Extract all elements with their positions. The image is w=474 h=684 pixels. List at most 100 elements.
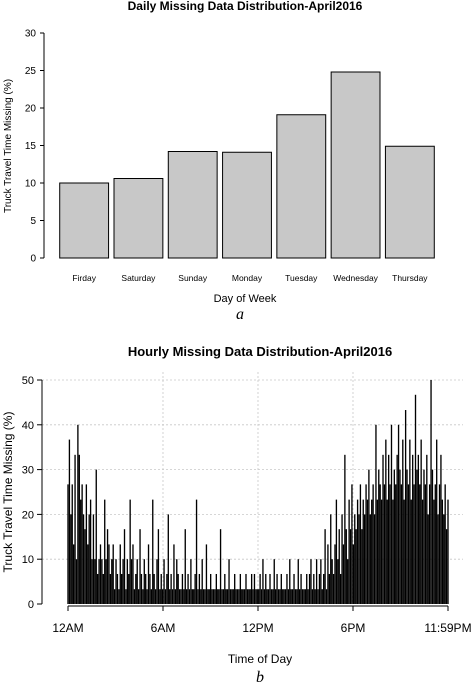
chart-b-bar xyxy=(208,589,210,604)
chart-b-bar xyxy=(282,589,284,604)
chart-a-title: Daily Missing Data Distribution-April201… xyxy=(128,0,363,13)
chart-b-bar xyxy=(132,544,134,604)
chart-b-bar xyxy=(149,573,151,604)
chart-b-bar xyxy=(358,514,360,604)
chart-b-bar xyxy=(95,469,97,604)
chart-b-bar xyxy=(94,559,96,604)
chart-b-bar xyxy=(259,573,261,604)
chart-b-bar xyxy=(385,439,387,604)
chart-b-bar xyxy=(122,559,124,604)
chart-b-bar xyxy=(226,589,229,604)
chart-b-bar xyxy=(121,573,123,604)
chart-b-bar xyxy=(197,589,199,604)
chart-b-bar xyxy=(303,589,305,604)
chart-b-bar xyxy=(308,573,311,604)
chart-b-bar xyxy=(379,484,381,604)
chart-daily: Daily Missing Data Distribution-April201… xyxy=(3,0,435,323)
chart-b-bar xyxy=(193,589,195,604)
chart-b-bar xyxy=(426,454,428,604)
chart-b-bar xyxy=(332,573,335,604)
chart-b-bar xyxy=(383,484,386,604)
chart-a-y-axis: 0 5 10 15 20 25 30 xyxy=(25,29,45,265)
chart-b-bar xyxy=(145,573,147,604)
chart-b-bar xyxy=(389,484,391,604)
chart-b-bar xyxy=(406,469,408,604)
chart-b-bar xyxy=(427,514,429,604)
chart-b-bar xyxy=(349,529,352,604)
chart-b-x-tick-label: 6PM xyxy=(341,621,366,635)
chart-b-y-label: Truck Travel Time Missing (%) xyxy=(1,412,15,573)
chart-b-bar xyxy=(335,499,338,604)
chart-b-bar xyxy=(334,544,336,604)
chart-b-bar xyxy=(201,559,203,604)
chart-b-bar xyxy=(373,514,376,604)
chart-b-bar xyxy=(72,544,75,604)
chart-a-y-tick-label: 20 xyxy=(25,104,37,115)
chart-b-bar xyxy=(152,499,154,604)
chart-b-bar xyxy=(177,573,179,604)
chart-b-bar xyxy=(245,573,247,604)
chart-b-bar xyxy=(342,544,345,604)
chart-hourly: Hourly Missing Data Distribution-April20… xyxy=(1,344,472,684)
chart-b-bar xyxy=(212,589,215,604)
chart-b-bar xyxy=(352,544,355,604)
chart-b-title: Hourly Missing Data Distribution-April20… xyxy=(128,344,392,359)
chart-b-bar xyxy=(296,589,298,604)
chart-b-bar xyxy=(365,484,367,604)
chart-b-bar xyxy=(178,589,181,604)
chart-b-bar xyxy=(185,589,188,604)
chart-b-bar xyxy=(428,484,431,604)
chart-b-bar xyxy=(431,469,434,604)
chart-b-bar xyxy=(341,514,343,604)
chart-b-bar xyxy=(266,589,268,604)
chart-b-bar xyxy=(419,484,421,604)
chart-b-bar xyxy=(434,484,436,604)
chart-b-bar xyxy=(202,589,205,604)
chart-b-bar xyxy=(210,573,212,604)
chart-a-x-tick-labels: Firday Saturday Sunday Monday Tuesday Wednesd… xyxy=(72,273,428,283)
chart-a-panel-label: a xyxy=(236,306,244,323)
chart-b-bar xyxy=(430,380,432,604)
chart-b-bar xyxy=(204,589,206,604)
chart-b-bar xyxy=(438,484,441,604)
chart-b-bar xyxy=(176,559,178,604)
chart-b-x-tick-label: 11:59PM xyxy=(424,621,471,635)
chart-b-bar xyxy=(293,573,295,604)
chart-b-bar xyxy=(355,529,357,604)
chart-b-bar xyxy=(125,589,127,604)
chart-b-bar xyxy=(323,573,325,604)
chart-b-bar xyxy=(224,573,226,604)
chart-b-bar xyxy=(345,529,347,604)
chart-a-y-tick-label: 0 xyxy=(30,254,36,265)
chart-a-x-tick-label: Saturday xyxy=(121,273,156,283)
chart-b-bar xyxy=(222,589,225,604)
chart-b-bar xyxy=(252,589,254,604)
chart-b-bar xyxy=(437,514,439,604)
chart-a-bar-sunday xyxy=(167,151,218,259)
chart-b-bar xyxy=(135,573,137,604)
chart-b-y-tick-label: 0 xyxy=(28,599,34,611)
chart-b-bar xyxy=(407,484,410,604)
chart-b-bar xyxy=(304,589,306,604)
chart-b-bar xyxy=(194,573,196,604)
chart-b-bar xyxy=(260,589,263,604)
chart-b-bar xyxy=(77,424,79,604)
chart-b-bar xyxy=(412,454,414,604)
chart-b-bar xyxy=(166,573,168,604)
chart-b-bar xyxy=(369,514,371,604)
chart-b-bar xyxy=(161,589,164,604)
chart-b-bar xyxy=(139,529,141,604)
chart-b-bar xyxy=(339,573,342,604)
chart-b-bar xyxy=(89,499,92,604)
chart-a-y-tick-label: 30 xyxy=(25,29,37,40)
chart-b-bar xyxy=(167,514,169,604)
chart-b-bar xyxy=(294,589,297,604)
chart-b-bar xyxy=(112,544,114,604)
chart-b-bar xyxy=(276,573,278,604)
chart-b-bar xyxy=(441,499,444,604)
chart-b-bar xyxy=(256,589,258,604)
chart-b-bar xyxy=(279,589,281,604)
chart-b-bar xyxy=(231,589,233,604)
chart-b-bar xyxy=(105,559,107,604)
chart-a-bar-tuesday xyxy=(276,114,327,259)
